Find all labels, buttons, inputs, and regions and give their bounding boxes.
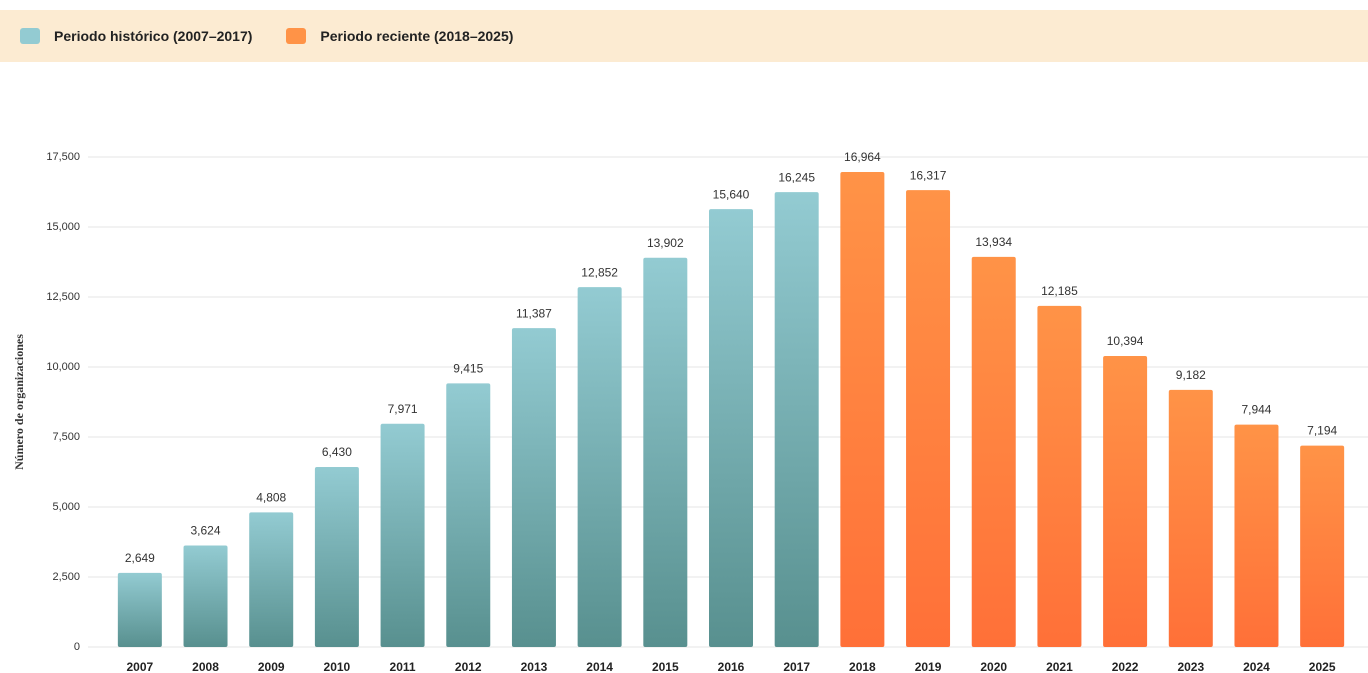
value-label: 16,245 xyxy=(778,170,815,184)
bar xyxy=(117,572,162,647)
x-tick-label: 2022 xyxy=(1112,660,1139,673)
bar xyxy=(314,466,359,647)
y-axis-label: Número de organizaciones xyxy=(12,334,26,470)
x-tick-label: 2021 xyxy=(1046,660,1073,673)
value-label: 13,902 xyxy=(647,236,684,250)
value-label: 4,808 xyxy=(256,491,286,505)
value-label: 6,430 xyxy=(322,445,352,459)
x-tick-label: 2013 xyxy=(521,660,548,673)
y-tick-label: 15,000 xyxy=(46,221,80,233)
x-tick-label: 2009 xyxy=(258,660,285,673)
x-tick-label: 2014 xyxy=(586,660,613,673)
x-tick-label: 2017 xyxy=(783,660,810,673)
x-tick-label: 2018 xyxy=(849,660,876,673)
value-label: 7,944 xyxy=(1241,403,1271,417)
x-tick-label: 2007 xyxy=(126,660,153,673)
legend: Periodo histórico (2007–2017) Periodo rec… xyxy=(0,10,1368,62)
x-tick-label: 2023 xyxy=(1177,660,1204,673)
bar xyxy=(511,328,556,647)
value-label: 11,387 xyxy=(516,306,552,320)
value-label: 16,317 xyxy=(910,168,947,182)
y-tick-label: 5,000 xyxy=(52,501,80,513)
bar xyxy=(380,423,425,647)
bar xyxy=(1234,424,1279,647)
x-tick-label: 2019 xyxy=(915,660,942,673)
legend-label: Periodo reciente (2018–2025) xyxy=(320,28,514,44)
value-label: 10,394 xyxy=(1107,334,1144,348)
y-tick-label: 0 xyxy=(74,641,80,653)
y-tick-label: 2,500 xyxy=(52,571,80,583)
x-tick-label: 2008 xyxy=(192,660,219,673)
x-tick-label: 2011 xyxy=(390,660,416,673)
bar xyxy=(840,172,885,647)
bar xyxy=(774,192,819,647)
x-tick-label: 2015 xyxy=(652,660,679,673)
value-label: 15,640 xyxy=(713,187,750,201)
value-label: 16,964 xyxy=(844,150,881,164)
x-tick-label: 2024 xyxy=(1243,660,1270,673)
bar xyxy=(971,256,1016,647)
bar xyxy=(906,190,951,647)
bar xyxy=(249,512,294,647)
value-label: 13,934 xyxy=(975,235,1012,249)
y-tick-label: 17,500 xyxy=(46,151,80,163)
value-label: 3,624 xyxy=(191,524,221,538)
y-tick-label: 12,500 xyxy=(46,291,80,303)
legend-swatch xyxy=(20,28,40,44)
x-tick-label: 2012 xyxy=(455,660,482,673)
bar xyxy=(1037,305,1082,647)
y-tick-label: 7,500 xyxy=(52,431,80,443)
x-tick-label: 2020 xyxy=(980,660,1007,673)
bar xyxy=(183,545,228,647)
value-label: 2,649 xyxy=(125,551,155,565)
bar xyxy=(1103,355,1148,647)
x-tick-label: 2025 xyxy=(1309,660,1336,673)
x-tick-label: 2010 xyxy=(324,660,351,673)
x-tick-label: 2016 xyxy=(718,660,745,673)
legend-label: Periodo histórico (2007–2017) xyxy=(54,28,253,44)
bar xyxy=(577,287,622,647)
value-label: 7,971 xyxy=(388,402,418,416)
y-tick-label: 10,000 xyxy=(46,361,80,373)
value-label: 9,182 xyxy=(1176,368,1206,382)
legend-item: Periodo histórico (2007–2017) xyxy=(20,28,252,44)
bar xyxy=(643,257,688,647)
bar xyxy=(709,209,753,647)
value-label: 12,185 xyxy=(1041,284,1078,298)
value-label: 7,194 xyxy=(1307,424,1337,438)
value-label: 9,415 xyxy=(453,362,483,376)
legend-item: Periodo reciente (2018–2025) xyxy=(286,28,513,44)
legend-swatch xyxy=(286,28,307,44)
value-label: 12,852 xyxy=(581,265,618,279)
bar xyxy=(1300,445,1345,647)
bar xyxy=(446,383,491,647)
bar xyxy=(1168,389,1213,647)
